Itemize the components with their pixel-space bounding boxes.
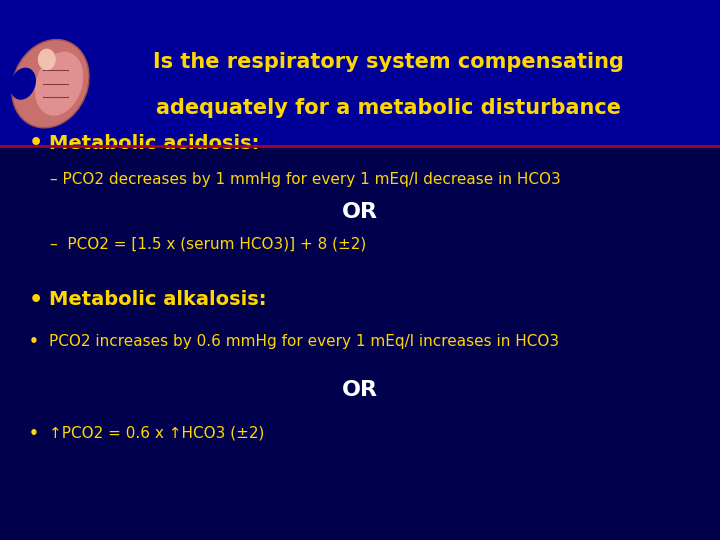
Text: •: • [29,426,39,441]
Text: Metabolic acidosis:: Metabolic acidosis: [49,133,259,153]
Text: Metabolic alkalosis:: Metabolic alkalosis: [49,290,266,309]
Text: OR: OR [342,380,378,400]
Ellipse shape [10,68,36,100]
Text: •: • [29,334,39,349]
Text: –  PCO2 = [1.5 x (serum HCO3)] + 8 (±2): – PCO2 = [1.5 x (serum HCO3)] + 8 (±2) [50,237,366,252]
Text: •: • [29,133,43,153]
Text: •: • [29,289,43,310]
Text: Is the respiratory system compensating: Is the respiratory system compensating [153,52,624,72]
Text: – PCO2 decreases by 1 mmHg for every 1 mEq/l decrease in HCO3: – PCO2 decreases by 1 mmHg for every 1 m… [50,172,561,187]
Ellipse shape [12,39,89,128]
Ellipse shape [38,49,56,70]
Ellipse shape [35,52,84,116]
Text: PCO2 increases by 0.6 mmHg for every 1 mEq/l increases in HCO3: PCO2 increases by 0.6 mmHg for every 1 m… [49,334,559,349]
FancyBboxPatch shape [0,0,720,146]
Text: ↑PCO2 = 0.6 x ↑HCO3 (±2): ↑PCO2 = 0.6 x ↑HCO3 (±2) [49,426,264,441]
Text: adequately for a metabolic disturbance: adequately for a metabolic disturbance [156,98,621,118]
Text: OR: OR [342,202,378,222]
